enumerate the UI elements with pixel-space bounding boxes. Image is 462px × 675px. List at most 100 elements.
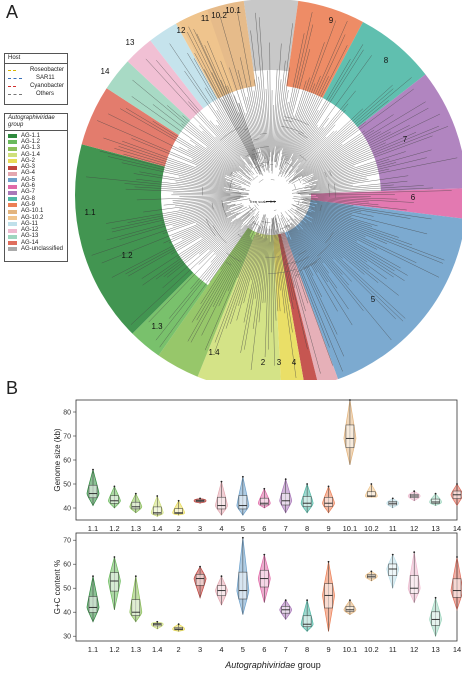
x-tick-label: 5	[241, 524, 245, 533]
box	[131, 501, 141, 510]
violin-12	[407, 551, 421, 604]
host-legend: Host Roseobacter SAR11 Cyanobacter Others	[4, 53, 68, 105]
outlier-point	[370, 570, 373, 573]
clade-label: 13	[126, 38, 135, 47]
x-tick-label: 3	[198, 645, 202, 654]
clade-label: 5	[371, 295, 376, 304]
group-color-swatch	[8, 153, 17, 158]
clade-label: 4	[292, 358, 297, 367]
violin-4	[215, 480, 228, 516]
clade-sector	[197, 232, 281, 380]
clade-sector-unclassified	[243, 0, 299, 72]
box	[152, 506, 162, 515]
clade-sector	[310, 188, 462, 219]
box	[217, 496, 226, 510]
group-color-swatch	[8, 165, 17, 170]
group-legend-label: AG-3	[21, 164, 36, 171]
group-legend-label: AG-1.1	[21, 132, 41, 139]
y-tick-label: 50	[63, 482, 71, 489]
x-tick-label: 4	[219, 645, 223, 654]
violin-1.4	[150, 620, 164, 630]
group-color-swatch	[8, 184, 17, 189]
violin-1.3	[129, 492, 143, 514]
group-legend-item: AG-unclassified	[5, 246, 67, 252]
x-tick-label: 10.1	[343, 524, 358, 533]
group-legend-item: AG-12	[5, 227, 67, 233]
group-legend-label: AG-7	[21, 189, 36, 196]
x-tick-label: 13	[431, 524, 439, 533]
violin-7	[279, 599, 293, 621]
violin-1.1	[86, 575, 100, 623]
violin-7	[279, 477, 293, 514]
clade-label: 1.1	[84, 208, 96, 217]
box	[260, 497, 269, 506]
violin-11	[386, 553, 400, 590]
group-legend: Autographiviridae group AG-1.1 AG-1.2 AG-1…	[4, 113, 68, 262]
x-tick-label: 5	[241, 645, 245, 654]
group-color-swatch	[8, 241, 17, 246]
violin-10.2	[365, 483, 378, 498]
outlier-point	[156, 620, 159, 623]
circular-phylogenetic-tree: 10.1 9 8 7 6 5 4 3 2 1.4 1.3 1.2 1.1 14 13 12 11 10.2 Tre…	[74, 0, 462, 380]
outlier-point	[434, 596, 437, 599]
y-tick-label: 40	[63, 506, 71, 513]
group-legend-label: AG-unclassified	[21, 246, 64, 252]
group-color-swatch	[8, 171, 17, 176]
box	[110, 572, 119, 592]
violin-10.1	[343, 399, 357, 465]
host-legend-label: Roseobacter	[29, 66, 64, 73]
box	[174, 508, 183, 514]
clade-label: 11	[201, 14, 210, 23]
outlier-point	[306, 599, 309, 602]
group-legend-item: AG-8	[5, 196, 67, 202]
box	[195, 574, 205, 586]
violin-1.1	[86, 468, 100, 507]
host-line-swatch	[8, 77, 22, 79]
group-legend-item: AG-6	[5, 183, 67, 189]
group-color-swatch	[8, 140, 17, 145]
box	[431, 498, 440, 504]
group-legend-item: AG-1.2	[5, 139, 67, 145]
group-legend-item: AG-2	[5, 158, 67, 164]
clade-label: 2	[261, 358, 266, 367]
violin-14	[450, 556, 462, 611]
group-legend-item: AG-4	[5, 170, 67, 177]
group-legend-label: AG-2	[21, 157, 36, 164]
clade-sector	[322, 21, 426, 128]
outlier-point	[134, 575, 137, 578]
violin-10.1	[343, 599, 357, 616]
y-tick-label: 50	[63, 586, 71, 593]
group-legend-label: AG-8	[21, 195, 36, 202]
group-legend-item: AG-13	[5, 233, 67, 240]
box	[302, 496, 312, 507]
x-tick-label: 1.4	[152, 645, 162, 654]
box	[238, 495, 248, 510]
outlier-point	[434, 492, 437, 495]
group-color-swatch	[8, 228, 17, 233]
host-line-swatch	[8, 93, 22, 95]
outlier-point	[327, 560, 330, 563]
clade-label: 14	[101, 67, 110, 76]
group-color-swatch	[8, 216, 17, 220]
group-color-swatch	[8, 159, 17, 164]
clade-sector	[132, 272, 208, 356]
violin-14	[450, 483, 462, 507]
clade-label: 3	[277, 358, 282, 367]
x-tick-label: 9	[326, 524, 330, 533]
outlier-point	[391, 497, 394, 500]
group-legend-label: AG-12	[21, 227, 39, 234]
violin-6	[257, 487, 271, 509]
box	[281, 492, 290, 506]
group-legend-item: AG-1.1	[5, 133, 67, 139]
x-tick-label: 11	[389, 524, 397, 533]
violin-6	[257, 553, 271, 603]
outlier-point	[391, 553, 394, 556]
group-legend-label: AG-6	[21, 183, 36, 190]
violin-1.4	[150, 494, 164, 517]
x-tick-label: 9	[326, 645, 330, 654]
group-legend-label: AG-10.2	[21, 214, 44, 221]
group-color-swatch	[8, 234, 17, 239]
group-legend-item: AG-10.1	[5, 208, 67, 215]
group-legend-label: AG-4	[21, 170, 36, 177]
